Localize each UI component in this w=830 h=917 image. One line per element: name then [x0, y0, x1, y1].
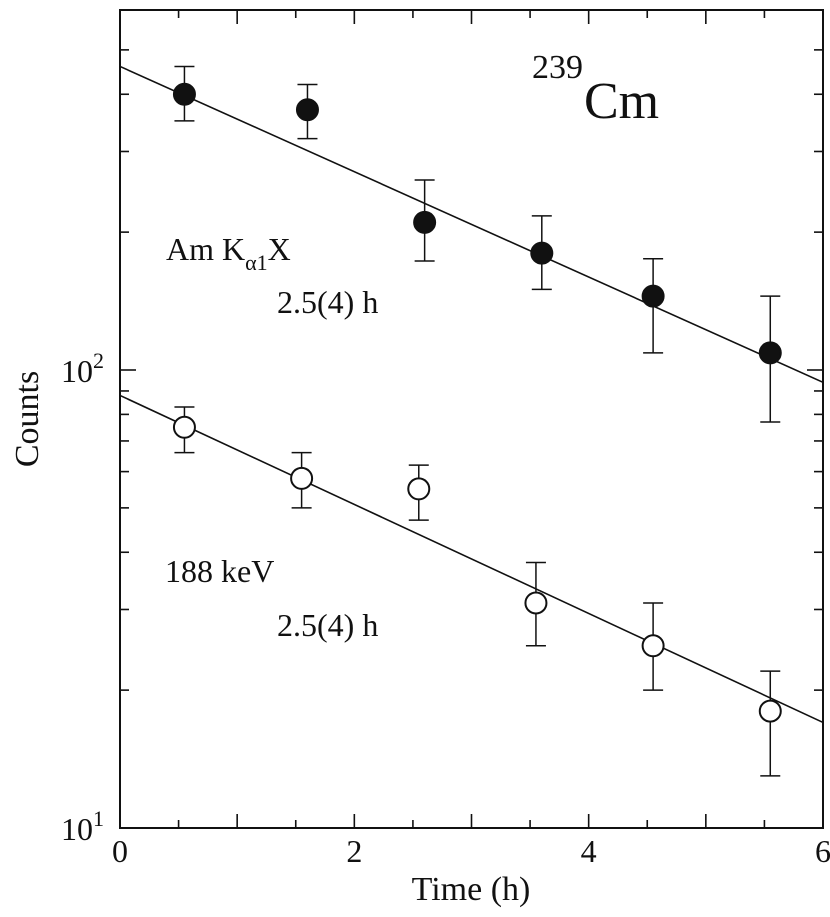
plot-frame: [119, 9, 824, 829]
y-axis-label: Counts: [9, 371, 46, 467]
data-point-open: [641, 634, 665, 658]
series-label-188kev-name: 188 keV: [165, 553, 274, 589]
y-tick-label: 101: [61, 806, 104, 847]
data-points: [172, 65, 782, 777]
nuclide-label: 239 Cm: [532, 49, 659, 130]
x-tick-label: 6: [815, 833, 830, 869]
fit-line: [119, 394, 824, 724]
data-point-open: [172, 415, 196, 439]
series-label-188kev-halflife: 2.5(4) h: [277, 607, 378, 643]
data-point-open: [758, 699, 782, 723]
label-subscript: α1: [245, 250, 268, 275]
data-point-open: [290, 466, 314, 490]
y-tick-exponent: 2: [93, 348, 104, 373]
y-tick-label: 102: [61, 348, 104, 389]
data-point-filled: [172, 82, 196, 106]
y-tick-base: 10: [61, 353, 93, 389]
y-tick-exponent: 1: [93, 806, 104, 831]
series-label-188kev: 188 keV 2.5(4) h: [165, 553, 378, 643]
nuclide-symbol: Cm: [584, 73, 659, 130]
nuclide-mass: 239: [532, 49, 583, 86]
x-tick-label: 2: [346, 833, 362, 869]
label-main: Am K: [166, 231, 245, 267]
label-end: X: [268, 231, 291, 267]
fit-line: [119, 65, 824, 384]
data-point-filled: [295, 98, 319, 122]
series-label-am-kx: Am Kα1X 2.5(4) h: [166, 231, 378, 320]
data-point-filled: [758, 341, 782, 365]
data-point-filled: [413, 210, 437, 234]
data-point-open: [407, 477, 431, 501]
x-axis-label: Time (h): [412, 871, 531, 908]
x-tick-label: 4: [581, 833, 597, 869]
x-tick-label: 0: [112, 833, 128, 869]
fit-lines: [119, 65, 824, 724]
series-label-am-kx-name: Am Kα1X: [166, 231, 291, 275]
data-point-open: [524, 591, 548, 615]
data-point-filled: [530, 241, 554, 265]
y-tick-base: 10: [61, 811, 93, 847]
series-label-am-kx-halflife: 2.5(4) h: [277, 284, 378, 320]
data-point-filled: [641, 284, 665, 308]
